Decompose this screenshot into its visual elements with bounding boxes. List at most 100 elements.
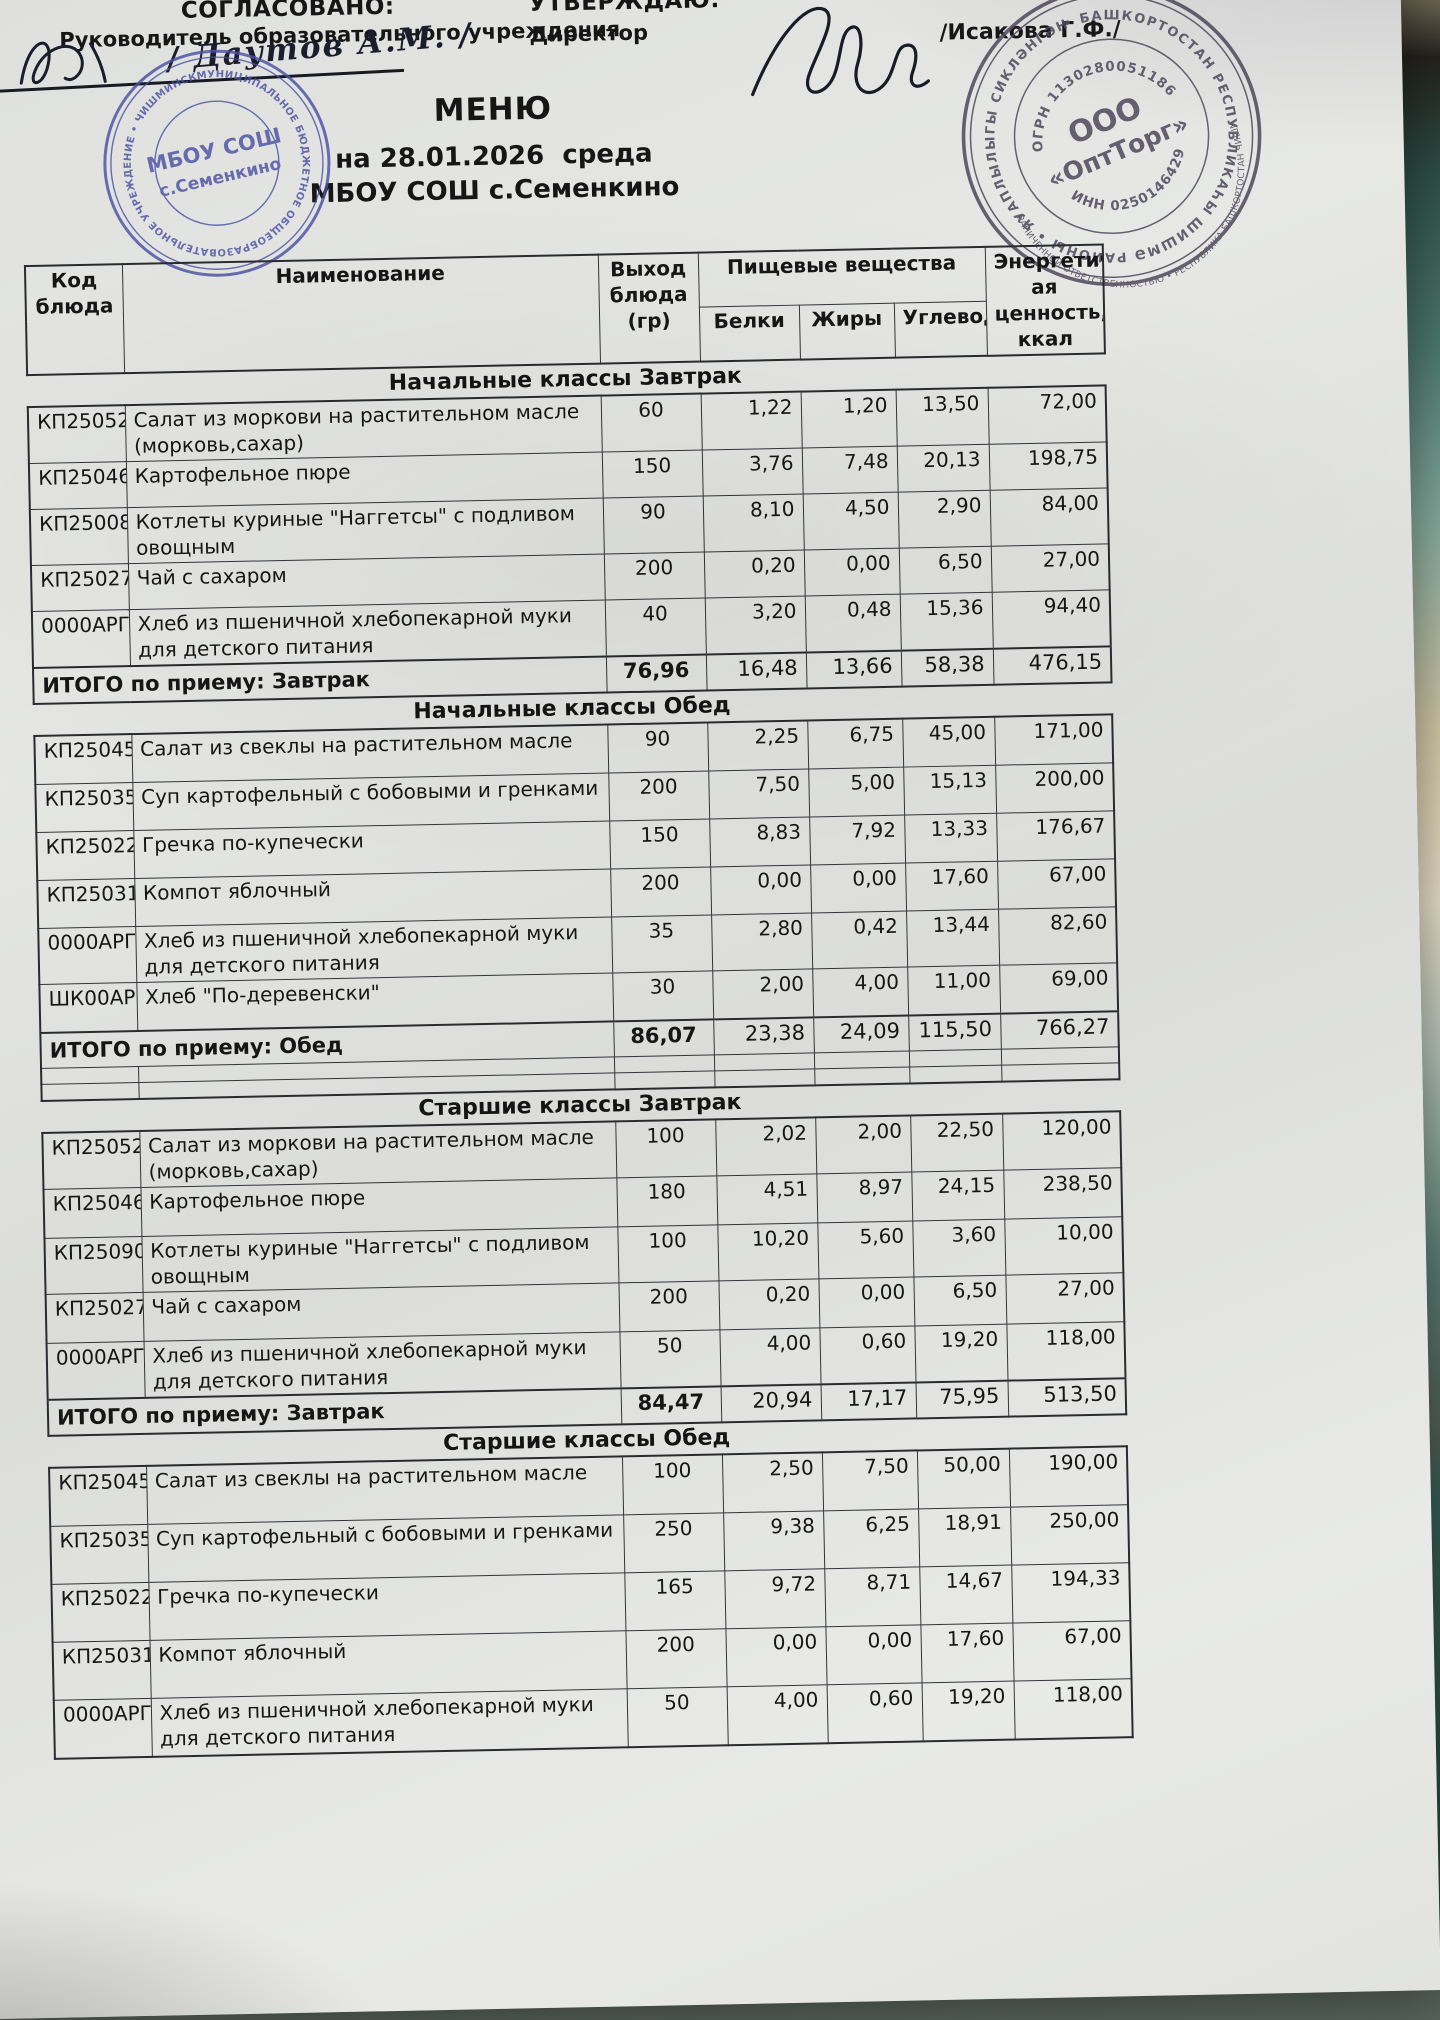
- cell-yield: 200: [608, 770, 710, 821]
- cell-carbs: 50,00: [916, 1448, 1011, 1509]
- cell-energy: 200,00: [995, 762, 1115, 814]
- cell-code: КП25022: [36, 830, 135, 881]
- cell-carbs: 19,20: [914, 1324, 1008, 1383]
- cell-carbs: 45,00: [902, 716, 996, 768]
- spacer-cell: [908, 1049, 1002, 1068]
- cell-energy: 120,00: [1002, 1111, 1122, 1171]
- cell-code: КП25045: [34, 734, 133, 785]
- cell-name: Салат из моркови на растительном масле (…: [124, 395, 602, 462]
- cell-code: КП25008: [29, 507, 128, 566]
- cell-yield: 50: [626, 1686, 728, 1748]
- cell-code: КП25027: [30, 563, 129, 612]
- spacer-cell: [814, 1067, 910, 1086]
- cell-code: ШК00АРГ: [39, 982, 138, 1033]
- supplier-stamp-center-2: «ОптТорг»: [1043, 109, 1193, 195]
- cell-fat: 7,48: [801, 446, 898, 495]
- cell-carbs: 13,33: [904, 813, 998, 864]
- supplier-stamp-inn: ИНН 0250146429: [1064, 141, 1202, 234]
- cell-carbs: 14,67: [919, 1565, 1013, 1625]
- cell-protein: 10,20: [717, 1222, 819, 1281]
- cell-protein: 8,10: [702, 494, 804, 553]
- cell-code: КП25027: [45, 1292, 144, 1344]
- cell-yield: 100: [617, 1224, 719, 1283]
- cell-code: 0000АРГ: [53, 1698, 152, 1759]
- spacer-cell: [714, 1068, 815, 1088]
- menu-section-table: КП25052 Салат из моркови на растительном …: [41, 1110, 1128, 1437]
- cell-energy: 250,00: [1010, 1504, 1130, 1566]
- total-yield: 76,96: [605, 654, 707, 693]
- spacer-cell: [909, 1065, 1002, 1084]
- cell-protein: 2,80: [711, 912, 813, 971]
- cell-energy: 82,60: [998, 906, 1118, 966]
- cell-protein: 0,20: [703, 550, 805, 599]
- approval-left-title: СОГЛАСОВАНО:: [180, 0, 395, 24]
- cell-code: 0000АРГ: [46, 1341, 145, 1400]
- col-header-yield: Выход блюда (гр): [597, 252, 700, 364]
- cell-name: Котлеты куриные "Наггетсы" с подливом ов…: [126, 498, 604, 564]
- svg-text:ОГРН 1130280051186: ОГРН 1130280051186: [1007, 34, 1181, 158]
- cell-name: Хлеб из пшеничной хлебопекарной муки для…: [135, 916, 613, 983]
- cell-code: КП25052: [27, 405, 126, 464]
- cell-protein: 2,02: [715, 1117, 817, 1176]
- cell-fat: 2,00: [815, 1115, 912, 1174]
- cell-carbs: 19,20: [921, 1681, 1015, 1742]
- cell-energy: 72,00: [987, 385, 1107, 445]
- cell-protein: 0,00: [725, 1626, 827, 1687]
- cell-fat: 0,48: [804, 594, 901, 653]
- cell-code: КП25035: [35, 782, 134, 833]
- cell-yield: 200: [625, 1628, 727, 1689]
- cell-name: Котлеты куриные "Наггетсы" с подливом ов…: [141, 1226, 619, 1293]
- cell-name: Салат из свеклы на растительном масле: [146, 1456, 624, 1525]
- spacer-cell: [41, 1082, 139, 1101]
- cell-protein: 1,22: [700, 391, 802, 451]
- total-fat: 17,17: [820, 1382, 917, 1421]
- director-label: Директор: [529, 20, 649, 47]
- cell-energy: 84,00: [989, 487, 1109, 547]
- cell-yield: 40: [604, 598, 706, 657]
- spacer-cell: [41, 1066, 139, 1085]
- cell-fat: 7,92: [809, 815, 906, 865]
- cell-carbs: 15,36: [899, 592, 993, 651]
- cell-energy: 194,33: [1011, 1562, 1131, 1624]
- total-fat: 13,66: [805, 650, 902, 689]
- cell-energy: 118,00: [1013, 1678, 1133, 1740]
- cell-code: КП25031: [37, 878, 136, 929]
- cell-energy: 190,00: [1008, 1446, 1129, 1508]
- total-carbs: 75,95: [915, 1380, 1009, 1419]
- cell-fat: 0,42: [811, 911, 908, 969]
- spacer-cell: [614, 1070, 715, 1090]
- cell-fat: 7,50: [821, 1450, 919, 1511]
- cell-protein: 9,38: [723, 1510, 825, 1571]
- menu-title: МЕНЮ: [433, 90, 553, 129]
- cell-yield: 200: [610, 866, 712, 917]
- cell-yield: 60: [600, 393, 702, 453]
- supplier-stamp-center-1: ООО: [1063, 90, 1147, 152]
- cell-carbs: 17,60: [905, 861, 999, 912]
- cell-fat: 0,00: [825, 1624, 922, 1685]
- cell-energy: 94,40: [991, 589, 1111, 649]
- cell-fat: 1,20: [800, 389, 897, 449]
- cell-carbs: 3,60: [912, 1219, 1006, 1277]
- cell-yield: 150: [609, 818, 711, 869]
- col-header-nutrients-group: Пищевые вещества: [697, 246, 986, 308]
- cell-protein: 0,20: [718, 1278, 820, 1330]
- cell-fat: 0,60: [819, 1325, 916, 1385]
- cell-yield: 35: [611, 914, 713, 973]
- cell-yield: 90: [607, 722, 709, 774]
- cell-carbs: 22,50: [910, 1113, 1004, 1173]
- menu-table-body: КП25052 Салат из моркови на растительном …: [27, 385, 1112, 705]
- cell-energy: 176,67: [996, 810, 1116, 862]
- total-yield: 84,47: [620, 1386, 722, 1425]
- total-protein: 23,38: [713, 1017, 814, 1055]
- cell-energy: 198,75: [988, 441, 1108, 491]
- cell-fat: 4,50: [802, 492, 899, 551]
- menu-school-name: МБОУ СОШ с.Семенкино: [309, 171, 680, 210]
- total-energy: 766,27: [1000, 1011, 1119, 1050]
- cell-protein: 2,25: [707, 720, 809, 771]
- cell-protein: 4,00: [726, 1684, 828, 1746]
- cell-carbs: 6,50: [913, 1275, 1007, 1326]
- cell-code: КП25046: [28, 461, 127, 510]
- cell-name: Гречка по-купечески: [148, 1572, 626, 1641]
